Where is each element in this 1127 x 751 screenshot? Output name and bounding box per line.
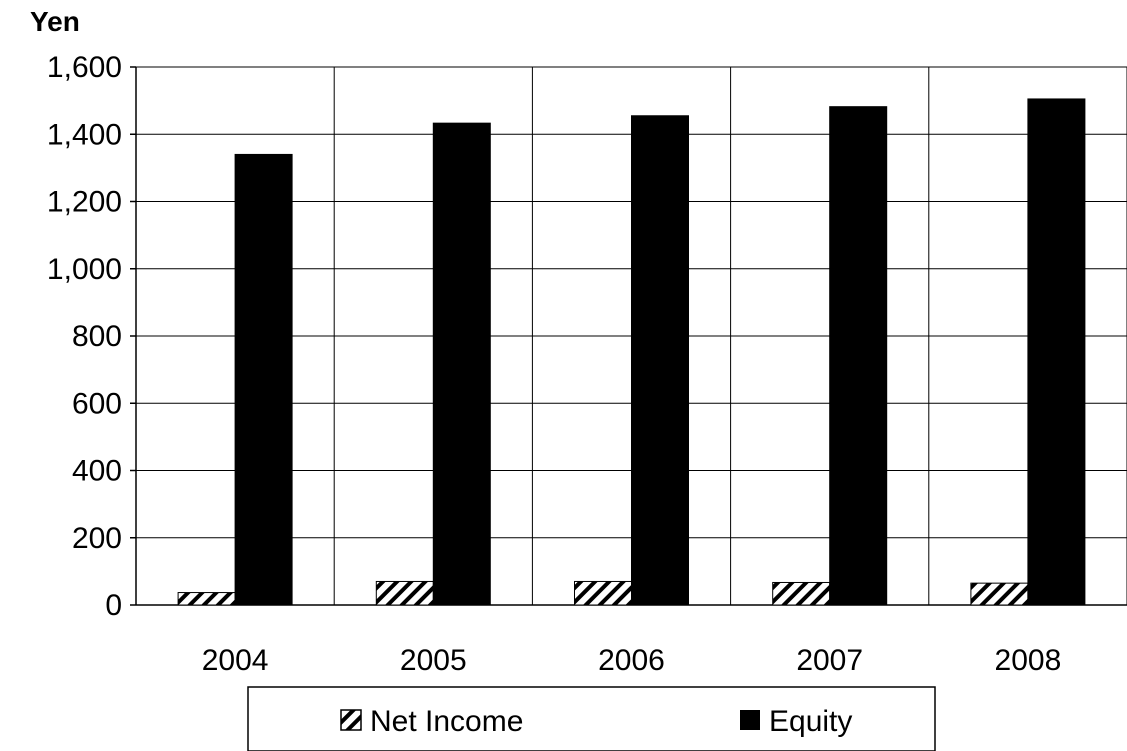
bar-equity-2004 [234, 153, 293, 606]
bar-net-income-2007 [772, 581, 831, 606]
y-tick-label: 800 [72, 320, 122, 353]
y-tick-label: 600 [72, 387, 122, 420]
legend-label-equity: Equity [769, 705, 852, 738]
bar-net-income-2008 [970, 582, 1029, 606]
x-tick-label: 2007 [796, 644, 863, 677]
bar-equity-2008 [1027, 98, 1086, 606]
x-tick-label: 2005 [400, 644, 467, 677]
legend-label-net-income: Net Income [370, 705, 523, 738]
y-tick-label: 1,000 [47, 253, 122, 286]
legend-box [247, 686, 936, 751]
x-axis-ticks: 2004 2005 2006 2007 2008 [202, 644, 1062, 677]
y-tick-label: 1,400 [47, 118, 122, 151]
x-tick-label: 2004 [202, 644, 269, 677]
y-tick-label: 0 [105, 589, 122, 622]
y-axis-title: Yen [30, 6, 80, 37]
bar-net-income-2005 [375, 580, 434, 606]
bar-net-income-2004 [177, 592, 236, 606]
y-tick-label: 1,600 [47, 51, 122, 84]
x-tick-label: 2006 [598, 644, 665, 677]
legend: Net Income Equity [247, 686, 936, 751]
y-tick-label: 200 [72, 522, 122, 555]
legend-swatch-net-income [340, 709, 362, 731]
y-tick-label: 1,200 [47, 186, 122, 219]
bar-net-income-2006 [574, 580, 632, 606]
bar-equity-2005 [432, 122, 491, 606]
bars [177, 98, 1086, 606]
bar-equity-2007 [829, 106, 888, 606]
legend-swatch-equity [740, 710, 760, 730]
y-axis-ticks: 0 200 400 600 800 1,000 1,200 1,400 1,600 [47, 51, 136, 622]
y-tick-label: 400 [72, 455, 122, 488]
x-tick-label: 2008 [995, 644, 1062, 677]
bar-equity-2006 [631, 115, 689, 606]
